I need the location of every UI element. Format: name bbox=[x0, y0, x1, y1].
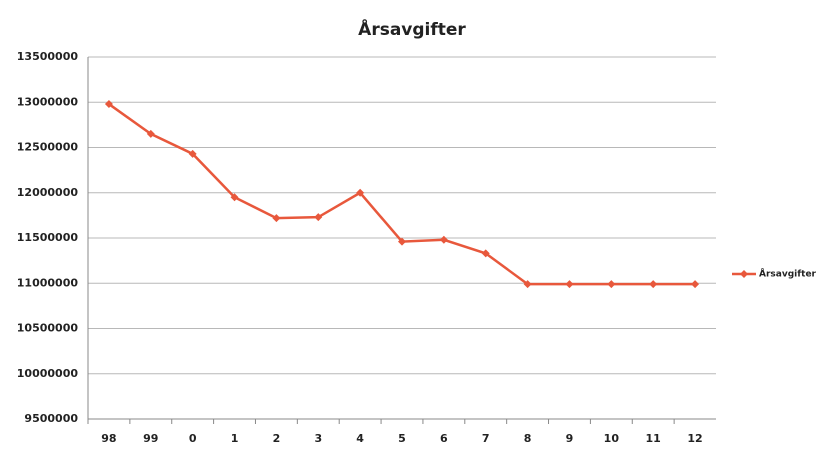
x-tick-label: 7 bbox=[482, 432, 490, 445]
y-tick-label: 9500000 bbox=[24, 412, 78, 425]
y-tick-label: 11000000 bbox=[17, 276, 79, 289]
y-tick-label: 12000000 bbox=[17, 186, 79, 199]
x-tick-label: 98 bbox=[101, 432, 116, 445]
point bbox=[356, 188, 365, 197]
point bbox=[104, 100, 113, 109]
y-tick-label: 10500000 bbox=[17, 322, 79, 335]
point bbox=[523, 280, 532, 289]
y-tick-label: 10000000 bbox=[17, 367, 79, 380]
x-tick-label: 99 bbox=[143, 432, 158, 445]
x-tick-label: 2 bbox=[273, 432, 281, 445]
point bbox=[649, 280, 658, 289]
point bbox=[398, 237, 406, 246]
x-tick-label: 11 bbox=[646, 432, 661, 445]
point bbox=[188, 149, 197, 158]
point bbox=[146, 129, 155, 138]
y-tick-label: 13000000 bbox=[17, 95, 79, 108]
point bbox=[272, 214, 281, 223]
x-tick-label: 9 bbox=[566, 432, 574, 445]
y-tick-label: 13500000 bbox=[17, 50, 79, 63]
chart-title: Årsavgifter bbox=[358, 17, 466, 40]
point bbox=[565, 280, 574, 289]
x-tick-label: 5 bbox=[398, 432, 406, 445]
x-tick-label: 0 bbox=[189, 432, 197, 445]
x-tick-label: 3 bbox=[314, 432, 322, 445]
legend-label: Årsavgifter bbox=[759, 269, 817, 280]
point bbox=[607, 280, 616, 289]
x-tick-label: 4 bbox=[356, 432, 364, 445]
y-tick-label: 11500000 bbox=[17, 231, 79, 244]
point bbox=[691, 280, 700, 289]
point bbox=[314, 213, 323, 222]
series-line bbox=[108, 103, 696, 286]
point bbox=[230, 193, 239, 202]
x-tick-label: 8 bbox=[524, 432, 532, 445]
point bbox=[481, 249, 490, 258]
legend-marker bbox=[740, 270, 748, 278]
x-tick-label: 1 bbox=[231, 432, 239, 445]
x-tick-label: 10 bbox=[604, 432, 620, 445]
x-tick-label: 6 bbox=[440, 432, 448, 445]
x-tick-label: 12 bbox=[687, 432, 702, 445]
y-tick-label: 12500000 bbox=[17, 141, 79, 154]
point bbox=[439, 235, 448, 244]
